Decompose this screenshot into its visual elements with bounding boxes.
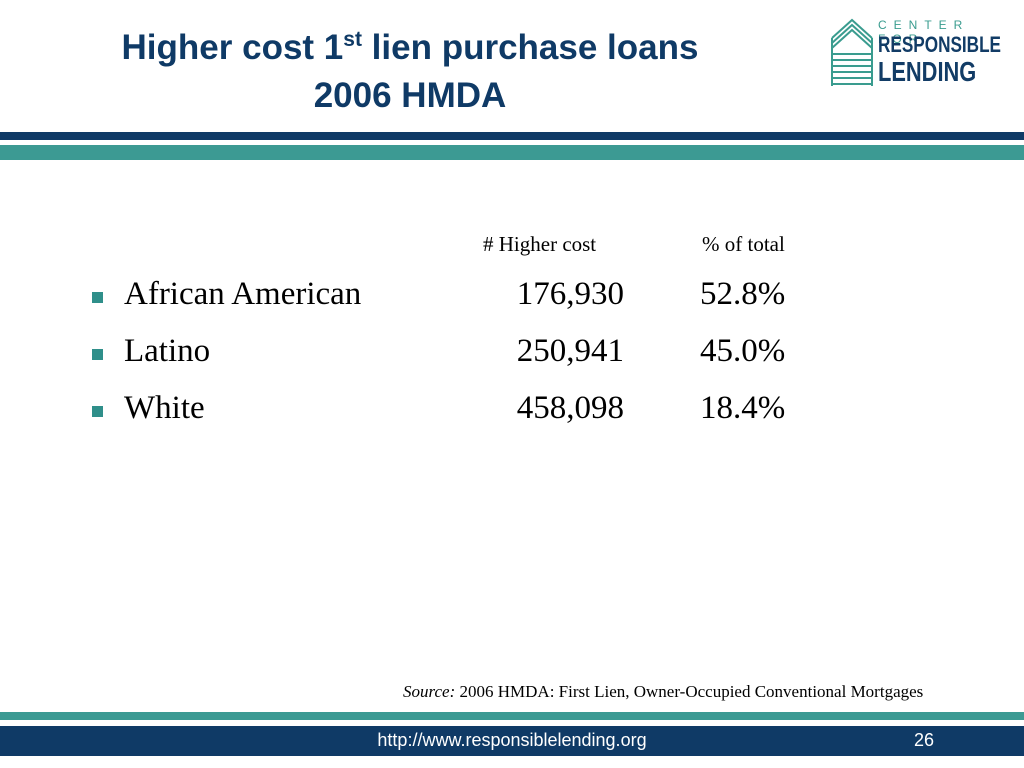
row-label: Latino <box>124 333 211 369</box>
bullet-icon <box>92 349 103 360</box>
table-row: African American 176,930 52.8% <box>0 276 1024 316</box>
row-label: African American <box>124 276 362 312</box>
row-count: 176,930 <box>516 276 624 312</box>
slide-title: Higher cost 1st lien purchase loans 2006… <box>60 24 760 120</box>
page-number: 26 <box>914 730 935 750</box>
crl-logo: CENTER FOR RESPONSIBLE LENDING <box>830 14 1002 90</box>
row-count: 250,941 <box>516 333 624 369</box>
row-pct: 52.8% <box>700 276 786 312</box>
column-header-pct-total: % of total <box>702 232 785 256</box>
header-divider-teal <box>0 145 1024 160</box>
table-row: Latino 250,941 45.0% <box>0 333 1024 373</box>
bullet-icon <box>92 406 103 417</box>
footer-divider-teal <box>0 712 1024 720</box>
title-line1-pre: Higher cost 1 <box>121 28 344 67</box>
footer-url-link[interactable]: http://www.responsiblelending.org <box>377 730 647 750</box>
logo-lending: LENDING <box>878 56 977 87</box>
title-line1-post: lien purchase loans <box>361 28 699 67</box>
column-header-higher-cost: # Higher cost <box>483 232 597 256</box>
title-superscript: st <box>343 28 362 51</box>
table-row: White 458,098 18.4% <box>0 390 1024 430</box>
logo-responsible: RESPONSIBLE <box>878 32 1002 57</box>
row-pct: 18.4% <box>700 390 786 426</box>
logo-center-for: CENTER FOR <box>878 18 970 46</box>
house-logo-icon <box>831 18 873 86</box>
source-text: 2006 HMDA: First Lien, Owner-Occupied Co… <box>455 682 924 701</box>
row-pct: 45.0% <box>700 333 786 369</box>
header-divider-navy <box>0 132 1024 140</box>
title-line2: 2006 HMDA <box>313 76 507 115</box>
row-label: White <box>124 390 205 426</box>
footer-bar: http://www.responsiblelending.org 26 <box>0 726 1024 756</box>
source-prefix: Source: <box>403 682 456 701</box>
row-count: 458,098 <box>516 390 624 426</box>
source-note: Source: 2006 HMDA: First Lien, Owner-Occ… <box>403 682 923 702</box>
bullet-icon <box>92 292 103 303</box>
